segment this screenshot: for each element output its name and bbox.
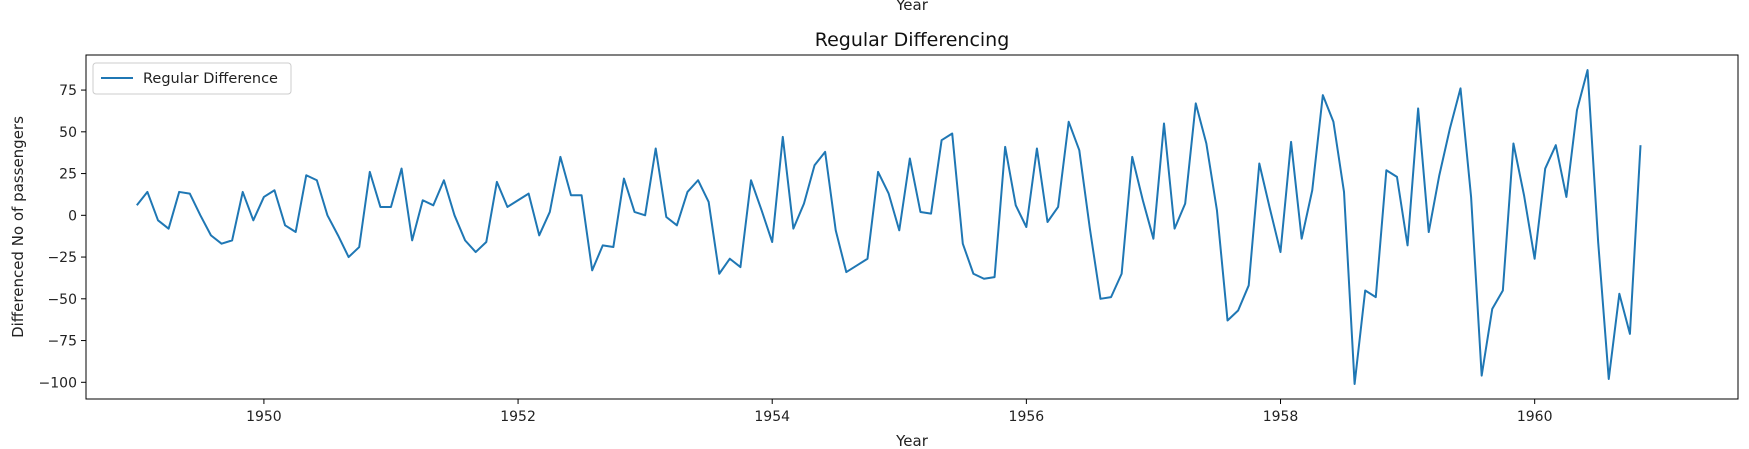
y-tick-label: 0	[68, 208, 77, 224]
y-tick-label: −50	[47, 292, 77, 308]
y-axis-label: Differenced No of passengers	[9, 116, 27, 338]
plot-area	[85, 54, 1739, 400]
y-tick-label: −75	[47, 334, 77, 350]
y-tick-label: 25	[59, 167, 77, 183]
x-axis: 1950 1952 1954 1956 1958 1960	[246, 399, 1552, 425]
x-tick-label: 1952	[500, 409, 536, 425]
y-tick-label: −25	[47, 250, 77, 266]
y-axis: −100 −75 −50 −25 0 25 50 75	[39, 83, 86, 391]
x-tick-label: 1950	[246, 409, 282, 425]
series-line-regular-difference	[136, 69, 1642, 385]
x-tick-label: 1954	[754, 409, 790, 425]
legend: Regular Difference	[92, 62, 292, 95]
plot-frame	[85, 54, 1739, 400]
y-tick-label: −100	[39, 375, 77, 391]
chart-title: Regular Differencing	[815, 29, 1010, 51]
y-tick-label: 75	[59, 83, 77, 99]
legend-box	[92, 62, 292, 95]
x-tick-label: 1958	[1263, 409, 1299, 425]
x-axis-label: Year	[895, 432, 929, 449]
x-tick-label: 1960	[1517, 409, 1553, 425]
top-partial-axis-label: Year	[895, 0, 929, 14]
legend-label: Regular Difference	[143, 71, 278, 87]
y-tick-label: 50	[59, 125, 77, 141]
x-tick-label: 1956	[1009, 409, 1045, 425]
